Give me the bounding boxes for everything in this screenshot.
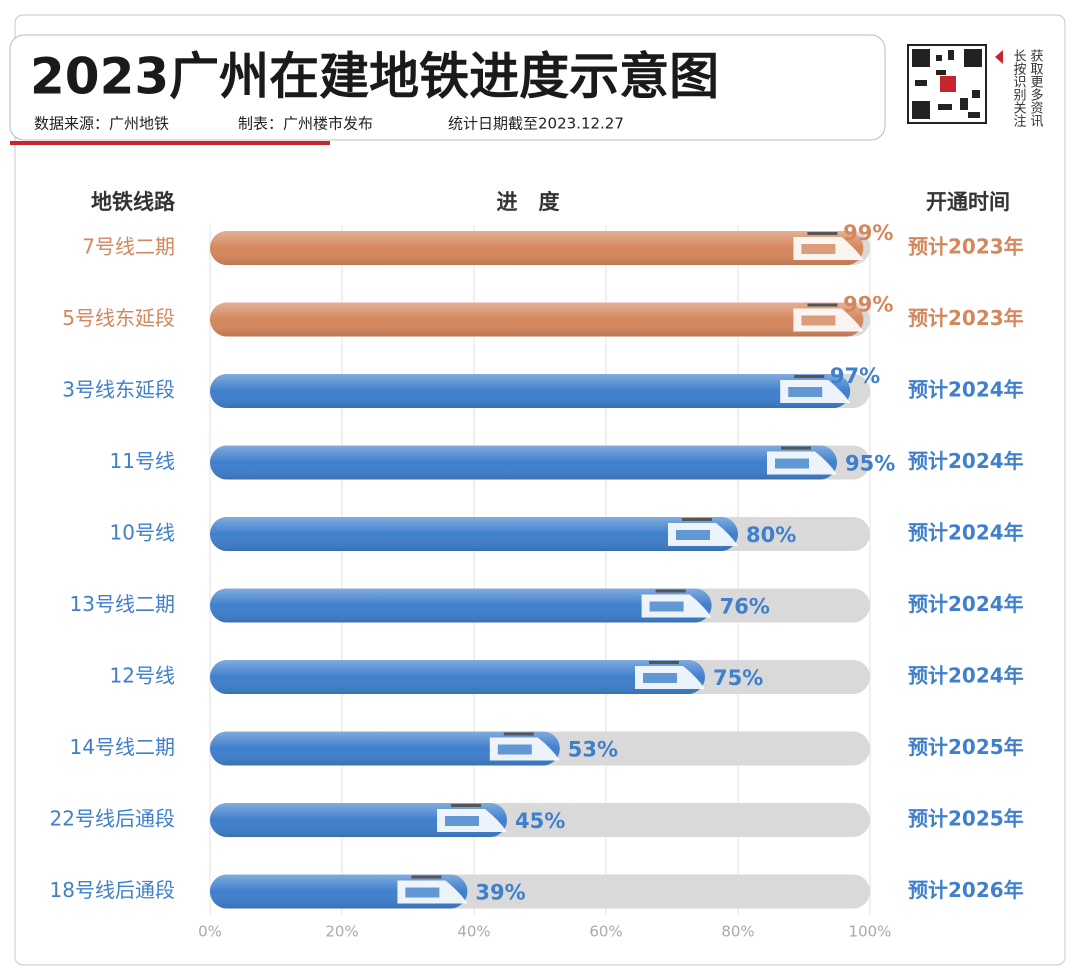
chart: 地铁线路 进 度 开通时间 0% 20% 40% 60% 80% 100% 7号线二期 99% 预计2… xyxy=(50,190,1024,941)
category-label: 5号线东延段 xyxy=(62,306,175,330)
train-window xyxy=(405,887,440,898)
train-window xyxy=(445,816,479,826)
chart-title: 2023广州在建地铁进度示意图 xyxy=(30,48,719,106)
open-time: 预计2024年 xyxy=(908,592,1024,616)
train-window xyxy=(775,458,809,469)
train-roof xyxy=(503,732,534,736)
value-label: 99% xyxy=(843,221,893,245)
category-label: 3号线东延段 xyxy=(62,378,175,402)
bar-shine xyxy=(210,803,507,837)
column-header: 开通时间 xyxy=(926,190,1010,214)
train-icon xyxy=(668,518,738,546)
train-roof xyxy=(649,661,679,664)
open-time: 预计2024年 xyxy=(908,449,1024,473)
open-time: 预计2024年 xyxy=(908,378,1024,402)
train-roof xyxy=(682,518,712,521)
open-time: 预计2023年 xyxy=(908,306,1024,330)
open-time: 预计2025年 xyxy=(908,807,1024,831)
train-roof xyxy=(655,589,686,593)
train-roof xyxy=(807,303,838,307)
x-tick-label: 0% xyxy=(198,923,222,941)
train-icon xyxy=(437,804,507,832)
category-label: 11号线 xyxy=(110,449,175,473)
x-tick-label: 80% xyxy=(721,923,754,941)
train-icon xyxy=(793,232,864,260)
train-window xyxy=(801,315,836,326)
category-label: 14号线二期 xyxy=(70,735,175,759)
category-label: 7号线二期 xyxy=(82,235,175,259)
train-icon xyxy=(489,732,560,761)
value-label: 80% xyxy=(746,523,796,547)
bar-shine xyxy=(210,231,864,265)
open-time: 预计2025年 xyxy=(908,735,1024,759)
open-time: 预计2023年 xyxy=(908,235,1024,259)
x-tick-label: 100% xyxy=(849,923,892,941)
credit: 制表：广州楼市发布 xyxy=(238,115,373,133)
train-window xyxy=(643,673,677,683)
train-window xyxy=(497,744,532,755)
header-accent xyxy=(10,141,330,145)
value-label: 75% xyxy=(713,666,763,690)
train-icon xyxy=(397,875,468,904)
category-label: 10号线 xyxy=(110,521,175,545)
train-roof xyxy=(807,232,838,235)
bar-shine xyxy=(210,302,864,337)
qr-note: 长按识别关注 获取更多资讯 xyxy=(1011,49,1044,128)
x-tick-label: 60% xyxy=(589,923,622,941)
header-box xyxy=(9,34,886,141)
qr-note-line: 获取更多资讯 xyxy=(1028,49,1044,128)
bar-shine xyxy=(210,517,738,551)
train-icon xyxy=(793,303,864,332)
train-icon xyxy=(780,375,851,403)
qr-arrow xyxy=(995,50,1003,64)
bar-shine xyxy=(210,445,837,480)
value-label: 76% xyxy=(720,595,770,619)
bar-shine xyxy=(210,588,712,623)
source: 数据来源：广州地铁 xyxy=(34,115,169,133)
value-label: 39% xyxy=(475,881,525,905)
column-header: 地铁线路 xyxy=(91,190,176,214)
bar-shine xyxy=(210,660,705,694)
bar-shine xyxy=(210,374,851,408)
qr-code xyxy=(907,44,987,124)
train-window xyxy=(676,530,710,540)
train-window xyxy=(801,244,836,254)
date-note: 统计日期截至2023.12.27 xyxy=(448,115,624,133)
train-roof xyxy=(411,875,442,879)
train-roof xyxy=(451,804,481,807)
column-header: 进 度 xyxy=(497,190,560,214)
train-window xyxy=(649,601,684,612)
category-label: 22号线后通段 xyxy=(50,807,175,831)
qr-note-line: 长按识别关注 xyxy=(1011,49,1027,128)
train-icon xyxy=(767,446,837,475)
value-label: 95% xyxy=(845,452,895,476)
open-time: 预计2024年 xyxy=(908,664,1024,688)
value-label: 53% xyxy=(568,738,618,762)
value-label: 99% xyxy=(843,293,893,317)
value-label: 45% xyxy=(515,809,565,833)
category-label: 13号线二期 xyxy=(70,592,175,616)
category-label: 12号线 xyxy=(110,664,175,688)
train-window xyxy=(788,387,823,397)
open-time: 预计2026年 xyxy=(908,878,1024,902)
train-roof xyxy=(781,446,811,450)
bar-shine xyxy=(210,731,560,766)
category-label: 18号线后通段 xyxy=(50,878,175,902)
train-roof xyxy=(794,375,825,378)
train-icon xyxy=(641,589,712,618)
value-label: 97% xyxy=(830,364,880,388)
x-tick-label: 40% xyxy=(457,923,490,941)
train-icon xyxy=(635,661,705,689)
x-tick-label: 20% xyxy=(325,923,358,941)
open-time: 预计2024年 xyxy=(908,521,1024,545)
